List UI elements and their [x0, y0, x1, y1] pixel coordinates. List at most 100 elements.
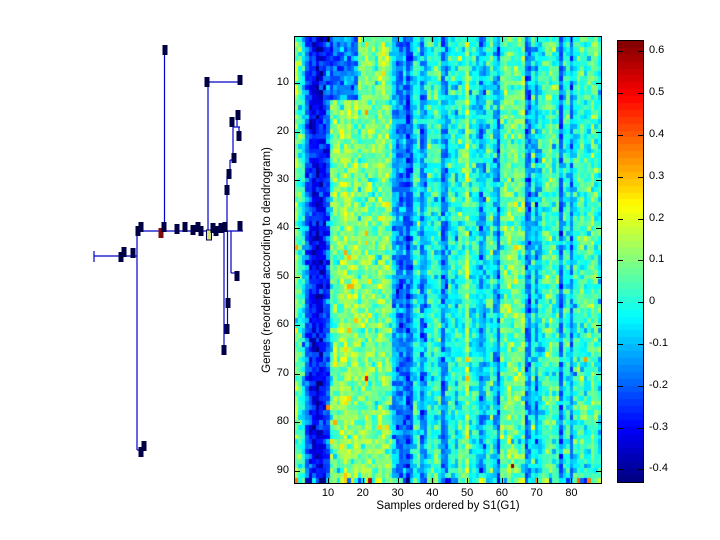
- y-tick-mark: [295, 276, 300, 278]
- dendrogram-node-marker: [229, 117, 235, 127]
- dendrogram-node-marker: [225, 298, 231, 308]
- dendrogram-node-marker: [195, 222, 201, 232]
- colorbar-tick-mark: [618, 469, 623, 471]
- colorbar-tick-label: -0.4: [649, 462, 668, 475]
- dendrogram-node-marker: [231, 153, 237, 163]
- x-axis-label: Samples ordered by S1(G1): [376, 500, 520, 512]
- x-tick-mark: [397, 37, 399, 42]
- colorbar-tick-mark: [618, 260, 623, 262]
- y-tick-label: 40: [276, 221, 289, 234]
- colorbar-tick-mark: [618, 302, 623, 304]
- dendrogram-node-marker: [218, 223, 224, 233]
- colorbar-tick-mark: [638, 218, 643, 220]
- y-tick-mark: [596, 373, 601, 375]
- colorbar-tick-label: 0.3: [649, 169, 665, 182]
- dendrogram-node-marker: [213, 226, 219, 236]
- heatmap-image: [295, 37, 601, 483]
- colorbar-tick-mark: [638, 176, 643, 178]
- dendrogram-node-marker: [190, 225, 196, 235]
- dendrogram-node-marker: [138, 222, 144, 232]
- y-tick-mark: [295, 470, 300, 472]
- colorbar-tick-label: -0.1: [649, 337, 668, 350]
- dendrogram-node-marker: [118, 252, 124, 262]
- x-tick-mark: [362, 478, 364, 483]
- dendrogram-node-marker: [237, 75, 243, 85]
- dendrogram-node-marker: [221, 345, 227, 355]
- y-tick-mark: [295, 180, 300, 181]
- x-tick-mark: [571, 37, 573, 42]
- y-tick-mark: [596, 180, 601, 181]
- x-tick-mark: [328, 478, 330, 483]
- y-tick-label: 60: [276, 318, 289, 331]
- y-tick-mark: [295, 131, 300, 133]
- y-tick-mark: [596, 470, 601, 472]
- dendrogram-node-marker: [162, 45, 168, 55]
- dendrogram-node-marker: [141, 441, 147, 451]
- dendrogram-node-marker: [236, 131, 242, 141]
- dendrogram-node-marker: [182, 222, 188, 232]
- x-tick-mark: [571, 478, 573, 483]
- x-tick-label: 70: [530, 487, 543, 499]
- x-tick-mark: [432, 37, 434, 42]
- x-tick-mark: [467, 37, 469, 42]
- colorbar-tick-mark: [638, 260, 643, 262]
- y-tick-mark: [596, 228, 601, 230]
- colorbar: [617, 40, 644, 483]
- dendrogram-node-marker: [235, 110, 241, 120]
- x-tick-mark: [501, 478, 503, 483]
- x-tick-label: 30: [391, 487, 404, 499]
- x-tick-mark: [536, 37, 538, 42]
- dendrogram-node-marker: [174, 224, 180, 234]
- colorbar-tick-mark: [618, 427, 623, 429]
- dendrogram-node-marker: [135, 226, 141, 236]
- x-tick-mark: [362, 37, 364, 42]
- x-tick-mark: [501, 37, 503, 42]
- y-tick-label: 20: [276, 124, 289, 137]
- x-tick-label: 40: [426, 487, 439, 499]
- colorbar-tick-mark: [638, 135, 643, 137]
- colorbar-tick-mark: [618, 93, 623, 95]
- dendrogram-node-marker: [224, 324, 230, 334]
- colorbar-tick-mark: [618, 176, 623, 178]
- colorbar-tick-mark: [618, 344, 623, 346]
- dendrogram-node-marker: [226, 169, 232, 179]
- colorbar-tick-label: 0: [649, 295, 656, 308]
- colorbar-gradient: [618, 41, 643, 482]
- colorbar-tick-label: 0.2: [649, 211, 665, 224]
- colorbar-tick-mark: [618, 218, 623, 220]
- colorbar-tick-label: -0.2: [649, 378, 668, 391]
- y-tick-label: 30: [276, 173, 289, 185]
- x-tick-label: 80: [565, 487, 578, 499]
- colorbar-tick-mark: [618, 135, 623, 137]
- colorbar-tick-label: 0.4: [649, 128, 665, 141]
- y-tick-mark: [295, 228, 300, 230]
- dendrogram-node-marker: [224, 185, 230, 195]
- dendrogram-node-marker: [237, 221, 243, 231]
- colorbar-tick-mark: [618, 385, 623, 387]
- dendrogram-node-marker: [234, 271, 240, 281]
- x-tick-mark: [467, 478, 469, 483]
- x-tick-label: 20: [356, 487, 369, 499]
- y-tick-mark: [596, 325, 601, 327]
- y-tick-mark: [295, 373, 300, 375]
- x-tick-mark: [328, 37, 330, 42]
- y-tick-label: 80: [276, 415, 289, 428]
- colorbar-tick-mark: [638, 51, 643, 53]
- dendrogram-node-marker: [206, 229, 212, 241]
- colorbar-tick-label: -0.3: [649, 420, 668, 433]
- colorbar-tick-mark: [638, 93, 643, 95]
- colorbar-tick-label: 0.5: [649, 86, 665, 99]
- colorbar-tick-mark: [638, 427, 643, 429]
- y-tick-mark: [596, 276, 601, 278]
- colorbar-tick-mark: [618, 51, 623, 53]
- x-tick-mark: [432, 478, 434, 483]
- dendrogram-node-marker: [198, 226, 204, 236]
- x-tick-label: 50: [461, 487, 474, 499]
- y-tick-mark: [295, 325, 300, 327]
- y-tick-mark: [295, 83, 300, 85]
- x-tick-label: 60: [495, 487, 509, 499]
- y-tick-label: 90: [276, 463, 289, 476]
- x-tick-mark: [397, 478, 399, 483]
